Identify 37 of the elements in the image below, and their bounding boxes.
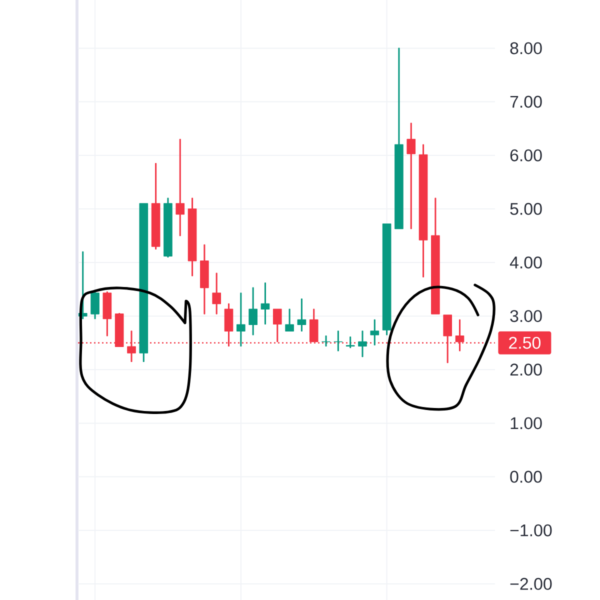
y-tick-label: 3.00	[510, 310, 542, 322]
candlestick	[346, 336, 355, 348]
candlestick	[248, 287, 258, 336]
candlestick	[164, 198, 172, 258]
y-tick-label: 2.00	[510, 364, 542, 376]
candlestick	[431, 198, 440, 314]
ref-line-label: 2.50	[509, 336, 541, 349]
candlestick	[382, 224, 392, 336]
candlestick	[151, 162, 160, 250]
y-tick-label: −2.00	[510, 578, 552, 590]
y-tick-label: 6.00	[510, 149, 542, 162]
candlestick	[322, 335, 330, 346]
y-tick-label: 8.00	[510, 42, 542, 54]
candlestick	[139, 203, 148, 362]
y-tick-label: 0.00	[510, 470, 542, 483]
y-tick-label: 4.00	[510, 256, 542, 268]
candlestick	[188, 198, 197, 276]
candlestick	[200, 244, 209, 314]
candlestick	[212, 272, 222, 314]
candlestick	[285, 308, 294, 332]
y-tick-label: 7.00	[510, 96, 542, 108]
y-tick-label: −1.00	[510, 524, 552, 536]
candlestick	[176, 138, 185, 236]
candlestick	[260, 282, 270, 324]
candlestick	[394, 48, 404, 230]
candlestick	[102, 292, 112, 336]
candlestick	[297, 298, 306, 332]
candlestick	[358, 330, 367, 358]
candlestick	[406, 122, 416, 230]
candlestick	[418, 144, 428, 278]
y-tick-label: 1.00	[510, 417, 542, 430]
y-tick-label: 5.00	[510, 202, 542, 215]
candlestick	[370, 319, 380, 346]
candlestick	[334, 330, 343, 352]
candlestick	[90, 292, 100, 320]
candlestick	[272, 308, 282, 342]
candlestick	[236, 292, 246, 346]
